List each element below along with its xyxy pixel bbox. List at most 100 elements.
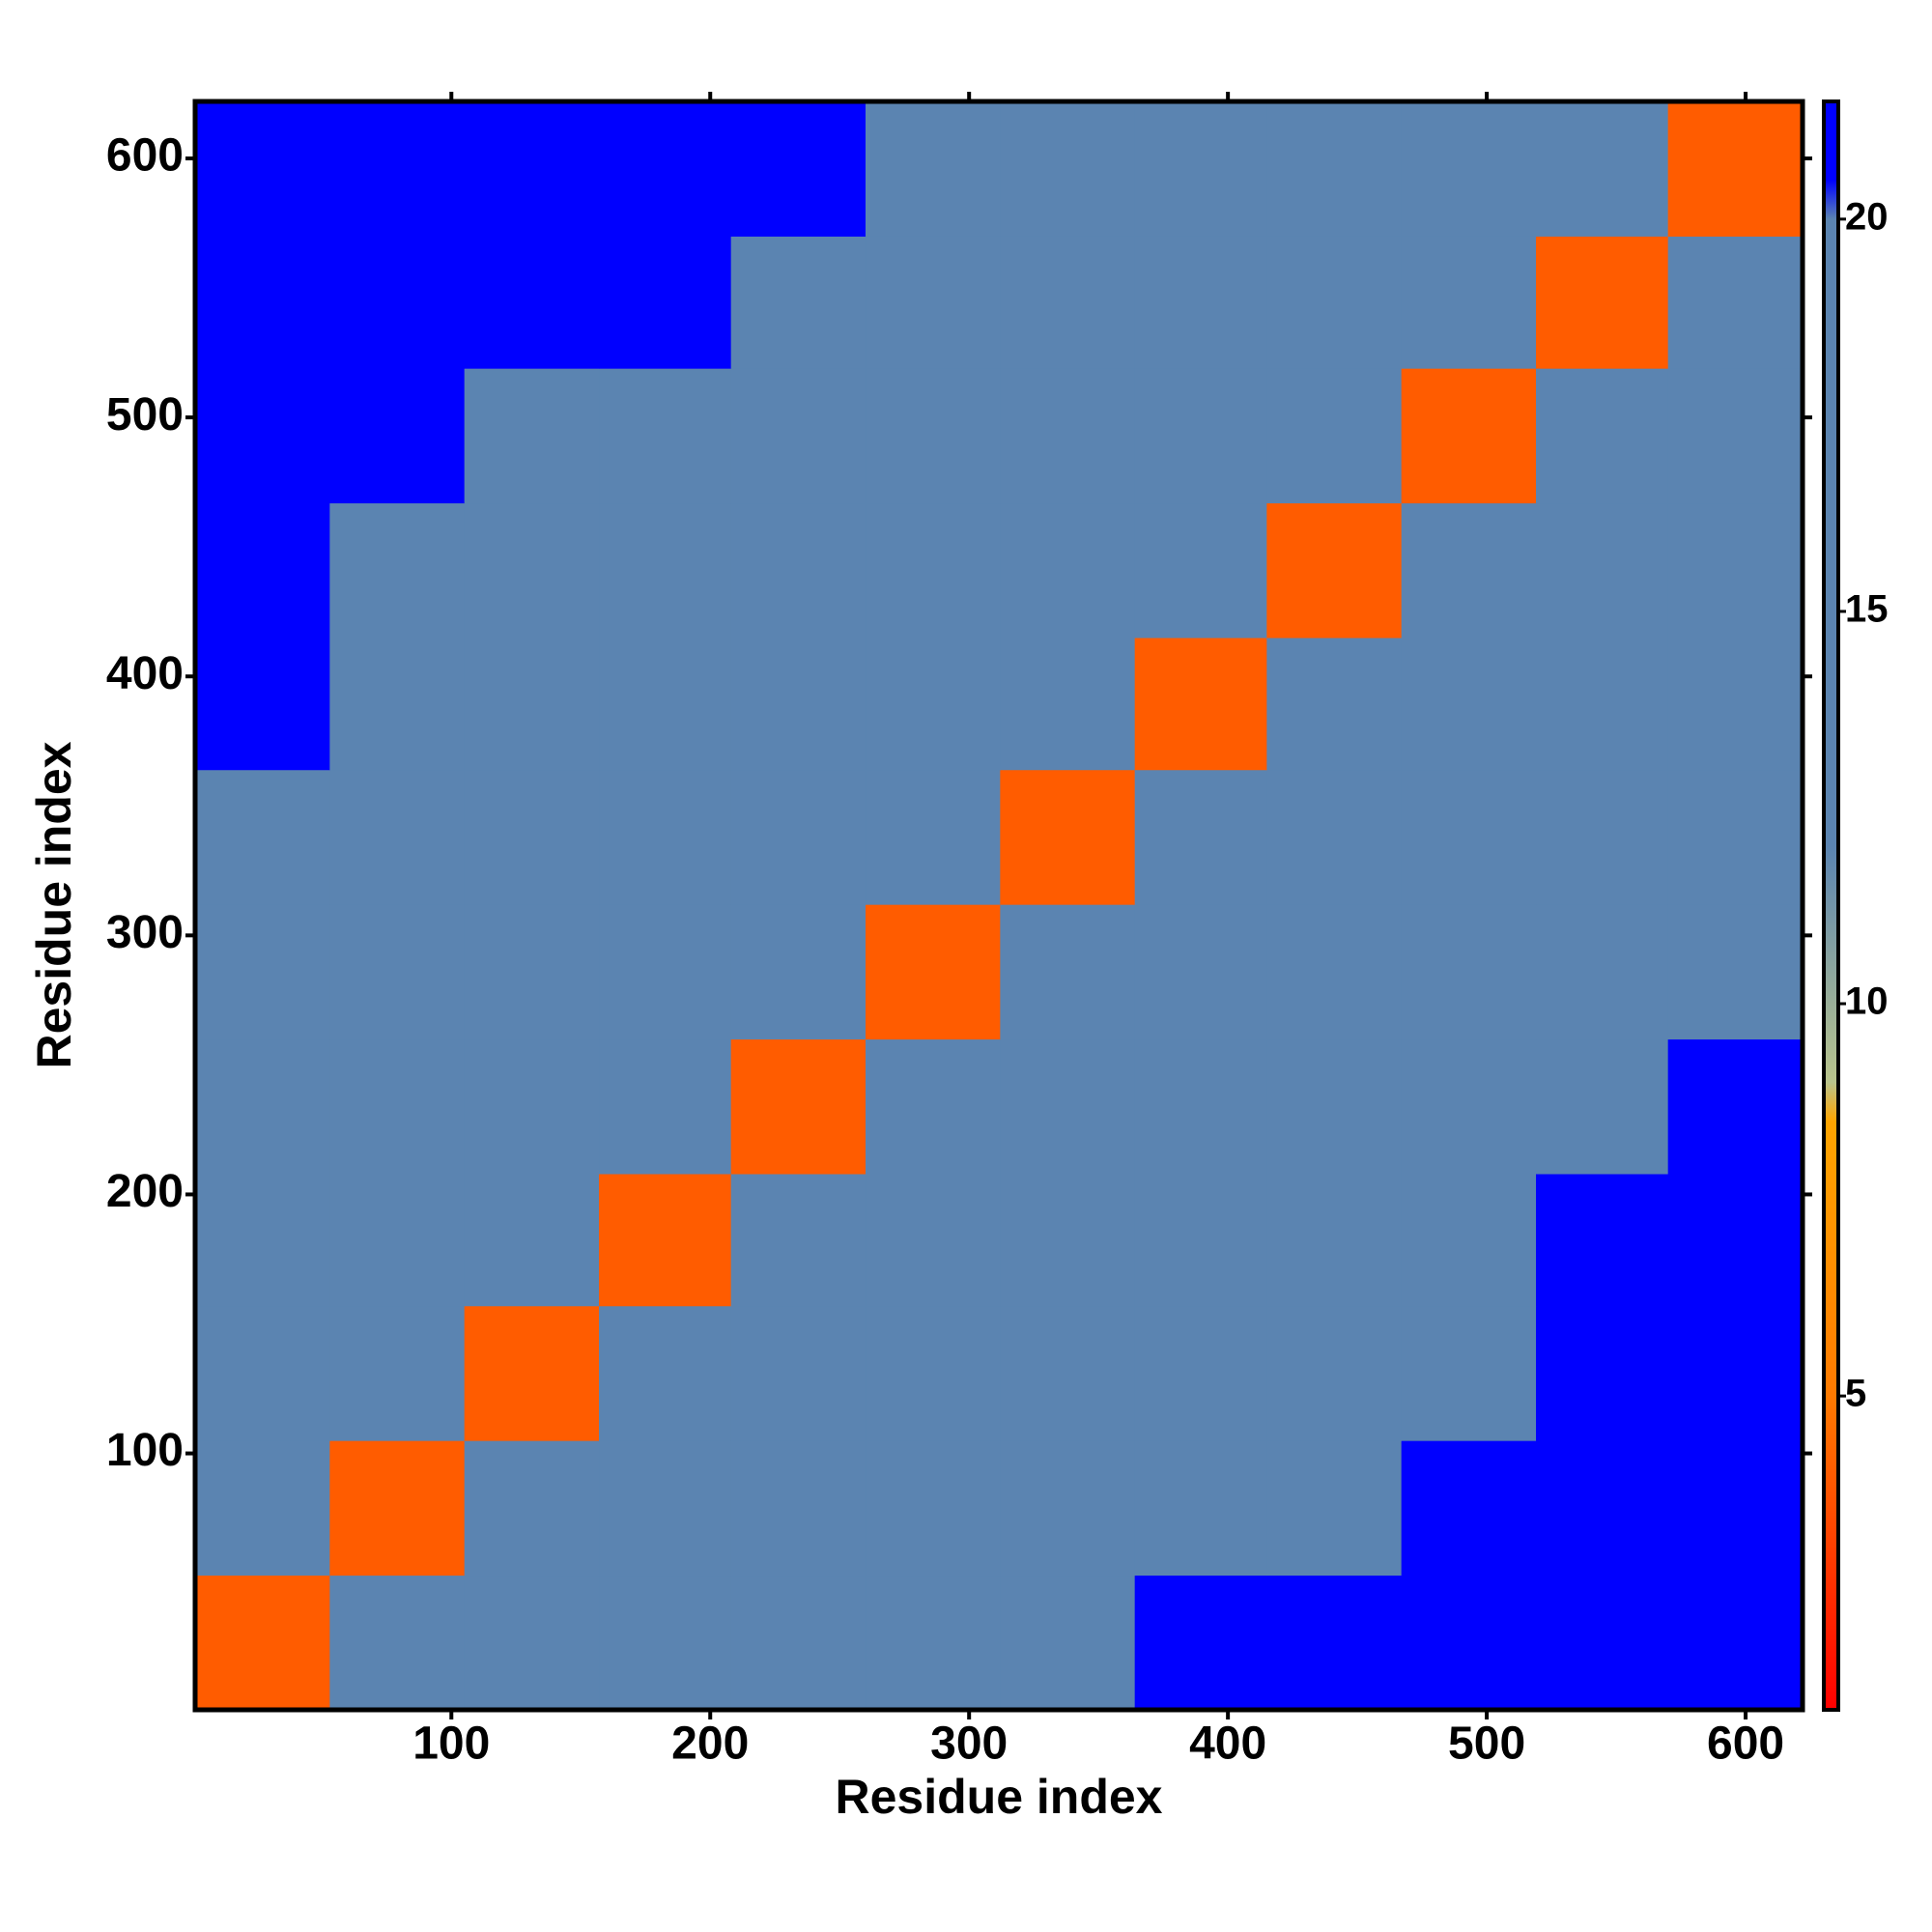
colorbar-tick-label: 15 [1845, 587, 1889, 630]
heatmap-cell [195, 1174, 330, 1307]
heatmap-cell [730, 904, 867, 1040]
heatmap-cell [866, 101, 1001, 237]
heatmap-cell [730, 769, 867, 905]
heatmap-cell [1667, 1305, 1804, 1441]
heatmap-cell [464, 368, 600, 504]
heatmap-cell [1134, 1305, 1267, 1441]
x-axis-label: Residue index [836, 1770, 1163, 1824]
heatmap-cell [866, 1440, 1001, 1577]
colorbar-tick-label: 20 [1845, 195, 1889, 238]
heatmap-cell [195, 236, 330, 369]
x-tick-label: 600 [1707, 1719, 1784, 1770]
heatmap-cell [730, 101, 867, 237]
heatmap-cell [1134, 1038, 1267, 1175]
heatmap-cell [1401, 1440, 1537, 1577]
heatmap-cell [329, 1440, 466, 1577]
heatmap-cell [464, 1038, 600, 1175]
heatmap-cell [1667, 904, 1804, 1040]
heatmap-cell [1000, 769, 1136, 905]
plot-frame [192, 99, 1805, 1713]
heatmap-cell [1000, 1174, 1136, 1307]
heatmap-cell [1266, 1440, 1403, 1577]
x-tick-label: 200 [671, 1719, 749, 1770]
heatmap-cell [1536, 1440, 1669, 1577]
x-tick-label: 400 [1189, 1719, 1266, 1770]
heatmap-cell [599, 904, 732, 1040]
x-tick-label: 100 [412, 1719, 490, 1770]
heatmap-cell [1536, 1575, 1669, 1711]
heatmap-cell [1536, 1038, 1669, 1175]
heatmap-cell [1667, 1440, 1804, 1577]
heatmap-cell [599, 638, 732, 771]
heatmap-cell [329, 769, 466, 905]
heatmap-cell [1401, 904, 1537, 1040]
y-tick-label: 300 [106, 907, 184, 958]
heatmap-cell [1401, 1305, 1537, 1441]
heatmap-cell [1667, 368, 1804, 504]
colorbar [1822, 99, 1840, 1712]
heatmap-cell [195, 769, 330, 905]
heatmap-cell [1667, 638, 1804, 771]
heatmap-cell [464, 1440, 600, 1577]
heatmap-cell [464, 638, 600, 771]
heatmap-cell [1000, 236, 1136, 369]
heatmap-cell [464, 101, 600, 237]
colorbar-tick-label: 10 [1845, 980, 1889, 1023]
heatmap-cell [730, 368, 867, 504]
colorbar-tick-label: 5 [1845, 1373, 1866, 1415]
heatmap-cell [329, 638, 466, 771]
heatmap-cell [866, 502, 1001, 639]
heatmap-cell [1401, 1038, 1537, 1175]
heatmap-cell [1536, 368, 1669, 504]
heatmap-cell [866, 1575, 1001, 1711]
heatmap-cell [599, 1038, 732, 1175]
heatmap-cell [1401, 502, 1537, 639]
heatmap-cell [1667, 101, 1804, 237]
heatmap-cell [1134, 1174, 1267, 1307]
heatmap-cell [730, 502, 867, 639]
heatmap [195, 101, 1804, 1711]
heatmap-cell [599, 769, 732, 905]
heatmap-cell [1536, 101, 1669, 237]
heatmap-cell [1266, 1575, 1403, 1711]
heatmap-cell [730, 638, 867, 771]
heatmap-cell [599, 236, 732, 369]
heatmap-cell [195, 638, 330, 771]
heatmap-cell [730, 236, 867, 369]
heatmap-cell [1134, 1575, 1267, 1711]
heatmap-cell [1401, 1575, 1537, 1711]
heatmap-cell [329, 1038, 466, 1175]
heatmap-cell [866, 1038, 1001, 1175]
heatmap-cell [1401, 769, 1537, 905]
heatmap-cell [1000, 502, 1136, 639]
heatmap-cell [1536, 904, 1669, 1040]
heatmap-cell [195, 904, 330, 1040]
heatmap-cell [1134, 502, 1267, 639]
heatmap-cell [1401, 368, 1537, 504]
heatmap-cell [329, 101, 466, 237]
x-tick-label: 500 [1448, 1719, 1525, 1770]
heatmap-cell [599, 1440, 732, 1577]
heatmap-cell [195, 1305, 330, 1441]
heatmap-cell [866, 769, 1001, 905]
heatmap-cell [1266, 1305, 1403, 1441]
heatmap-cell [599, 101, 732, 237]
heatmap-cell [866, 236, 1001, 369]
heatmap-cell [1266, 236, 1403, 369]
heatmap-cell [1401, 101, 1537, 237]
heatmap-cell [1134, 101, 1267, 237]
heatmap-cell [730, 1305, 867, 1441]
heatmap-cell [1000, 1305, 1136, 1441]
heatmap-cell [1667, 1575, 1804, 1711]
y-axis-label: Residue index [27, 741, 81, 1068]
heatmap-cell [599, 1305, 732, 1441]
heatmap-cell [1667, 502, 1804, 639]
heatmap-cell [464, 1305, 600, 1441]
heatmap-cell [195, 1575, 330, 1711]
heatmap-cell [329, 1575, 466, 1711]
heatmap-cell [866, 1174, 1001, 1307]
heatmap-cell [464, 769, 600, 905]
heatmap-cell [730, 1440, 867, 1577]
heatmap-cell [1266, 502, 1403, 639]
